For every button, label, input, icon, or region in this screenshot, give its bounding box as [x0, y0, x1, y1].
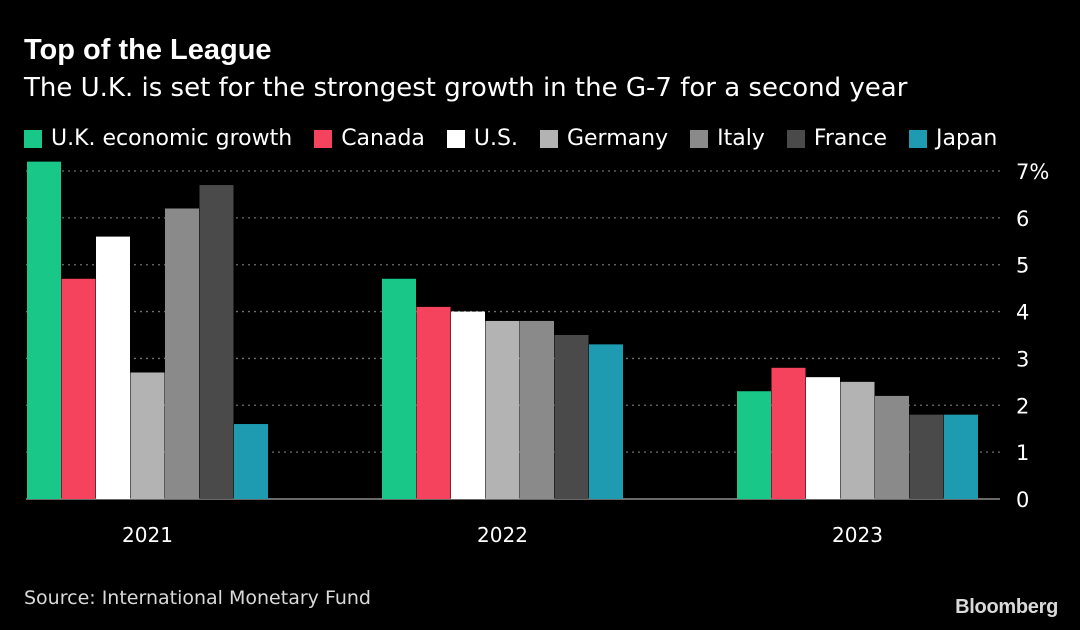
y-tick-label: 0	[1016, 488, 1029, 512]
x-tick-label: 2021	[122, 523, 173, 547]
legend-swatch	[24, 130, 42, 148]
bar-2022-france	[554, 335, 589, 499]
bar-2022-italy	[520, 320, 554, 499]
y-tick-label: 2	[1016, 394, 1029, 418]
legend-swatch	[908, 130, 927, 148]
x-tick-label: 2022	[477, 523, 528, 547]
bar-2021-u-s	[96, 236, 130, 499]
y-tick-label: 4	[1016, 301, 1029, 325]
bar-2022-u-s	[451, 311, 485, 499]
legend-swatch	[446, 130, 465, 148]
legend-item: France	[786, 124, 887, 154]
bar-2023-u-s	[806, 377, 840, 499]
y-tick-label: 6	[1016, 207, 1029, 231]
legend-label: France	[813, 126, 887, 151]
bar-2021-france	[199, 185, 234, 500]
chart-subtitle: The U.K. is set for the strongest growth…	[24, 73, 908, 103]
legend-label: Japan	[935, 126, 998, 151]
chart-title: Top of the League	[24, 34, 272, 66]
legend-item: U.K. economic growth	[24, 124, 292, 154]
bar-2023-canada	[771, 367, 806, 499]
bar-2023-italy	[875, 395, 909, 499]
legend-swatch	[786, 130, 805, 148]
bar-2021-italy	[165, 208, 199, 499]
legend-swatch	[690, 130, 709, 148]
legend: U.K. economic growth Canada U.S. Germany Ita…	[24, 124, 1019, 154]
legend-label: Italy	[717, 126, 765, 151]
legend-swatch	[314, 130, 333, 148]
bar-2023-germany	[840, 381, 875, 499]
legend-label: Canada	[341, 126, 425, 151]
legend-item: Japan	[908, 124, 998, 154]
x-tick-label: 2023	[832, 523, 883, 547]
legend-item: Germany	[539, 124, 669, 154]
legend-label: U.S.	[473, 126, 518, 151]
source-note: Source: International Monetary Fund	[24, 587, 371, 609]
y-tick-label: 7%	[1016, 160, 1049, 184]
bar-2023-u-k-economic-growth	[737, 391, 771, 499]
legend-item: U.S.	[446, 124, 518, 154]
legend-item: Canada	[314, 124, 425, 154]
y-tick-label: 3	[1016, 347, 1029, 371]
bar-2021-canada	[61, 278, 96, 499]
bar-2022-germany	[485, 320, 520, 499]
bar-2021-germany	[130, 372, 165, 499]
bar-2023-japan	[944, 414, 978, 499]
legend-label: Germany	[566, 126, 669, 151]
y-tick-label: 5	[1016, 254, 1029, 278]
bar-2022-u-k-economic-growth	[382, 278, 416, 499]
bar-2021-japan	[234, 424, 268, 499]
bar-2021-u-k-economic-growth	[27, 161, 61, 499]
legend-item: Italy	[690, 124, 765, 154]
legend-label: U.K. economic growth	[51, 126, 293, 151]
bar-2022-japan	[589, 344, 623, 499]
bar-2023-france	[909, 414, 944, 499]
y-tick-label: 1	[1016, 441, 1029, 465]
bar-2022-canada	[416, 306, 451, 499]
bloomberg-logo: Bloomberg	[955, 596, 1058, 618]
legend-swatch	[539, 130, 558, 148]
